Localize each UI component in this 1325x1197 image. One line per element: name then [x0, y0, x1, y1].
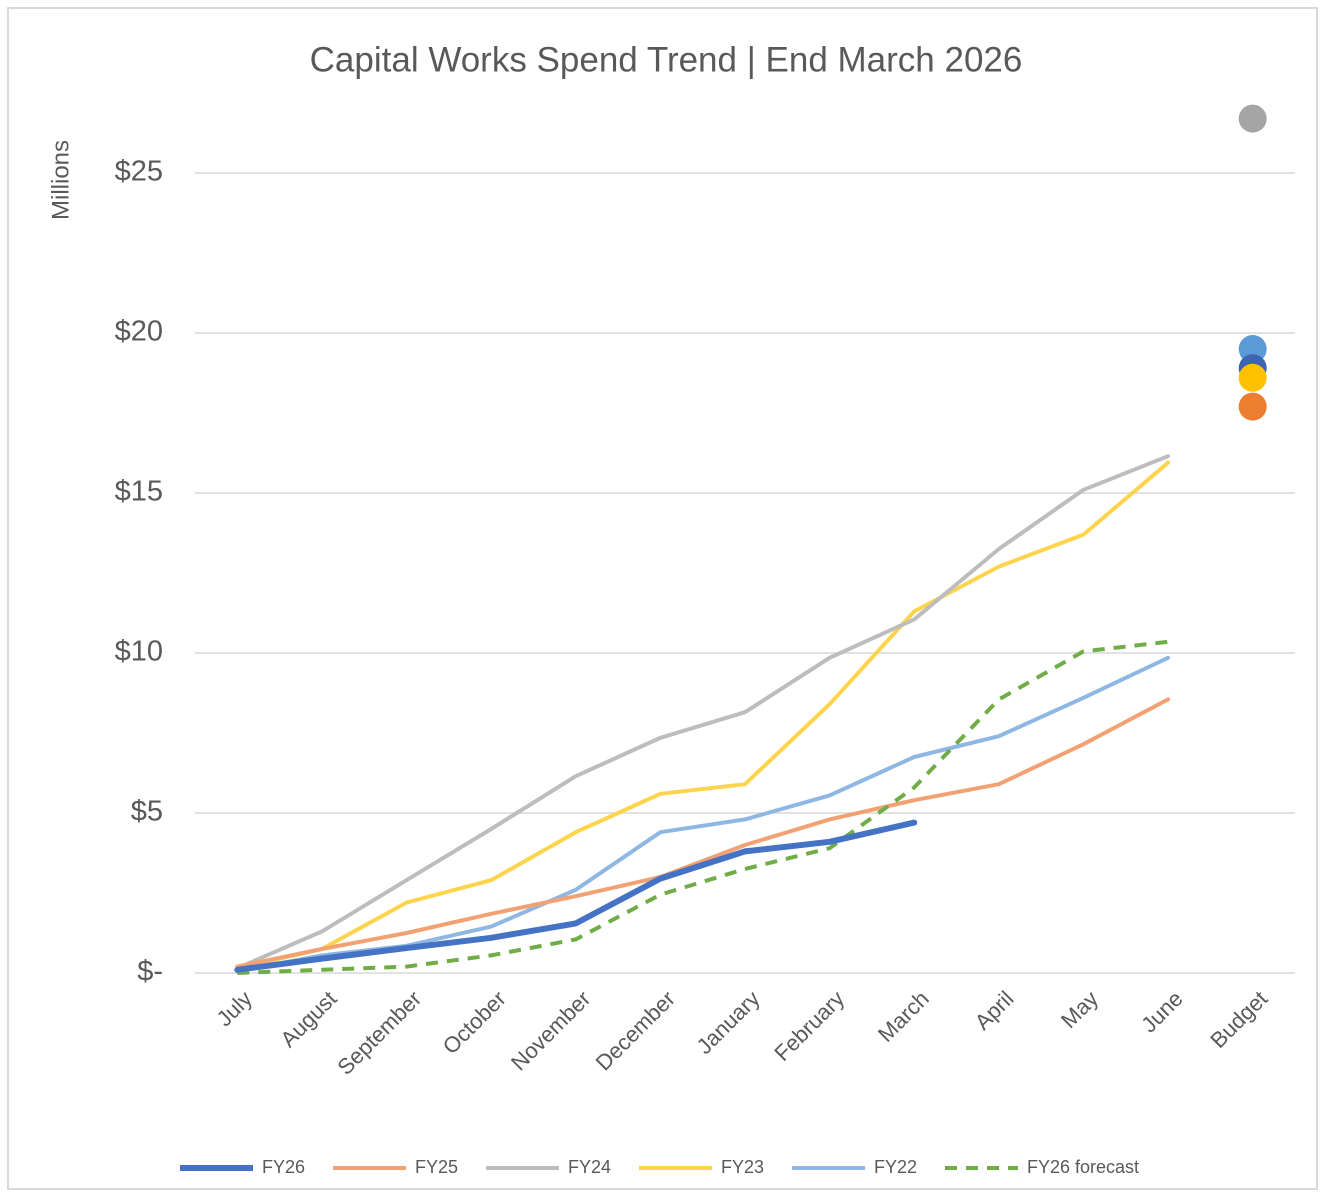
legend-label: FY25	[415, 1157, 458, 1177]
series-line	[235, 697, 1171, 969]
legend-label: FY26 forecast	[1027, 1157, 1139, 1177]
series-line	[234, 819, 918, 973]
budget-dot	[1238, 392, 1267, 421]
legend-label: FY24	[568, 1157, 611, 1177]
budget-dot	[1238, 104, 1267, 133]
budget-dot	[1238, 363, 1267, 392]
y-tick-label: $10	[115, 636, 163, 668]
budget-dot	[1238, 335, 1267, 363]
y-tick-label: $20	[115, 316, 163, 348]
legend-label: FY26	[262, 1157, 305, 1177]
series-line	[235, 454, 1171, 971]
series-line	[235, 460, 1171, 971]
chart-title: Capital Works Spend Trend | End March 20…	[310, 40, 1023, 79]
series-line	[237, 639, 1169, 975]
y-tick-label: $15	[115, 476, 163, 508]
y-axis-label: Millions	[47, 140, 74, 220]
y-tick-label: $-	[137, 956, 163, 988]
chart-frame	[7, 7, 1318, 1190]
y-tick-label: $25	[115, 156, 163, 188]
legend-label: FY22	[874, 1157, 917, 1177]
y-tick-label: $5	[131, 796, 163, 828]
legend-label: FY23	[721, 1157, 764, 1177]
